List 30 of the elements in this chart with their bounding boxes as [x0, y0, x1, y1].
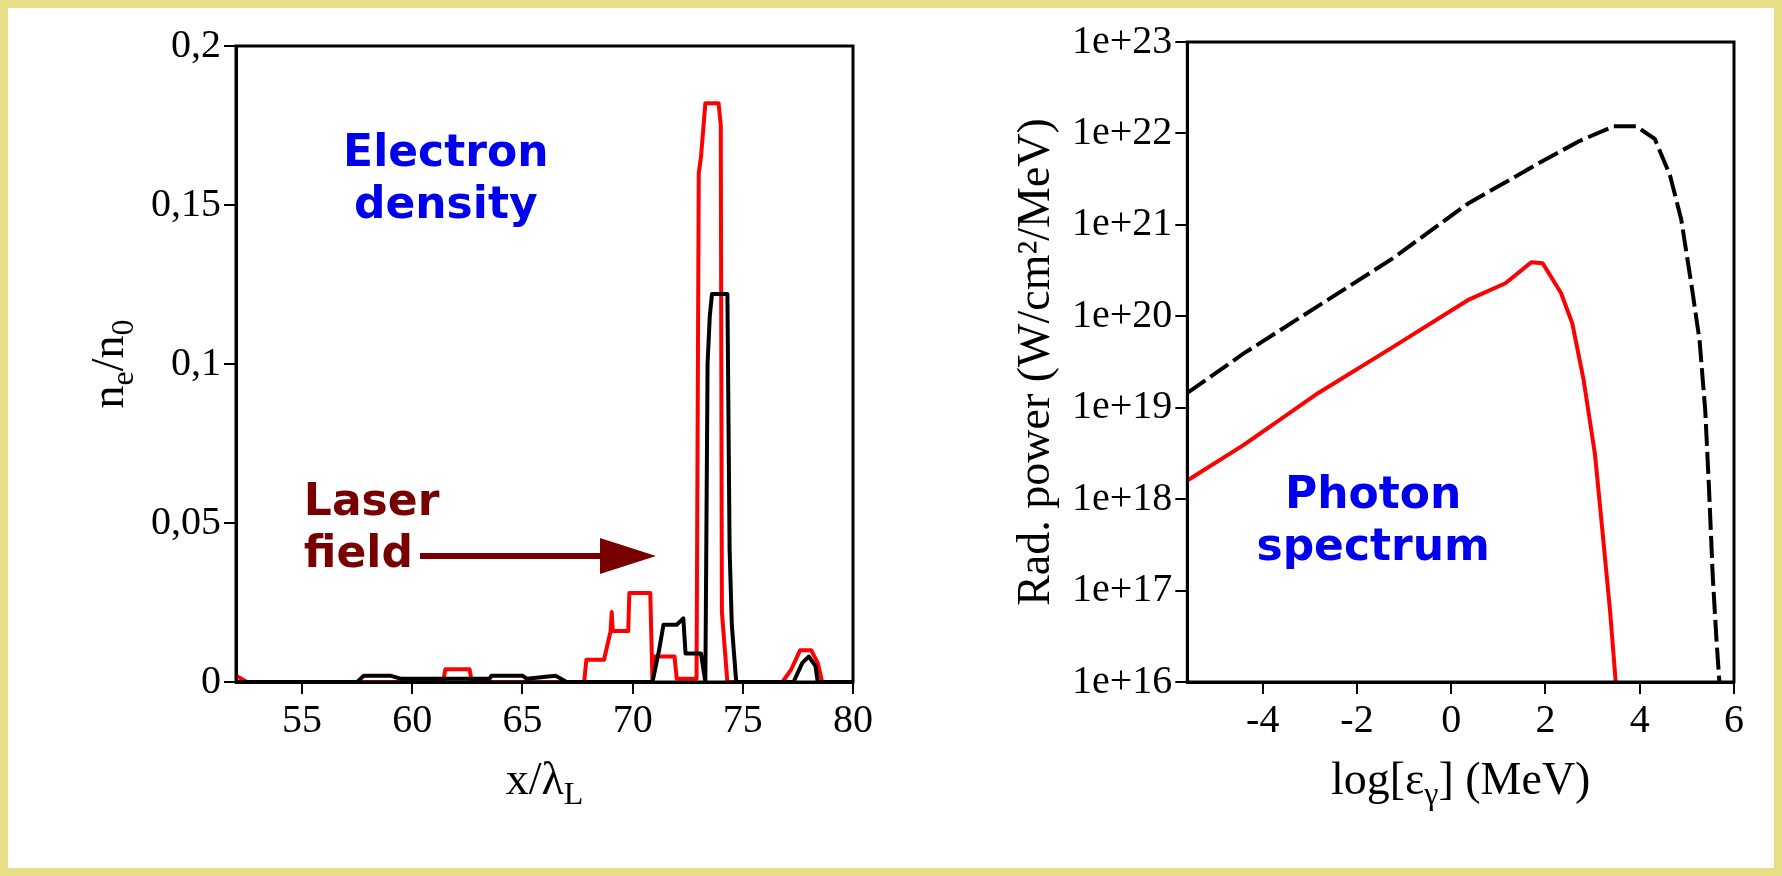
y-tick-label: 1e+19 — [1072, 382, 1173, 428]
x-tick-label: 4 — [1629, 695, 1650, 741]
y-tick-label: 0,05 — [151, 497, 221, 543]
y-tick-label: 0,2 — [171, 20, 221, 66]
x-tick-label: 70 — [612, 695, 653, 741]
y-tick-label: 0,15 — [151, 179, 221, 225]
x-tick-label: -2 — [1340, 695, 1374, 741]
x-tick-label: 60 — [392, 695, 433, 741]
y-tick-label: 0 — [201, 656, 221, 702]
annotation: Laser field — [303, 474, 440, 578]
y-tick-label: 1e+17 — [1072, 565, 1173, 611]
x-tick-label: 80 — [833, 695, 873, 741]
y-tick-label: 1e+23 — [1072, 16, 1173, 62]
x-tick-label: 55 — [282, 695, 323, 741]
y-tick-label: 0,1 — [171, 338, 221, 384]
y-axis-title: ne/n0 — [82, 319, 141, 409]
annotation: Photon spectrum — [1256, 466, 1490, 570]
y-tick-label: 1e+20 — [1072, 290, 1173, 336]
x-tick-label: 2 — [1535, 695, 1556, 741]
x-tick-label: 6 — [1724, 695, 1744, 741]
x-tick-label: -4 — [1246, 695, 1280, 741]
y-tick-label: 1e+18 — [1072, 473, 1173, 519]
x-tick-label: 0 — [1441, 695, 1462, 741]
y-tick-label: 1e+21 — [1072, 199, 1173, 245]
y-tick-label: 1e+16 — [1072, 656, 1173, 702]
y-axis-title: Rad. power (W/cm²/MeV) — [1008, 118, 1060, 606]
annotation: Electron density — [343, 124, 549, 228]
y-tick-label: 1e+22 — [1072, 107, 1173, 153]
x-tick-label: 75 — [722, 695, 763, 741]
x-tick-label: 65 — [502, 695, 543, 741]
